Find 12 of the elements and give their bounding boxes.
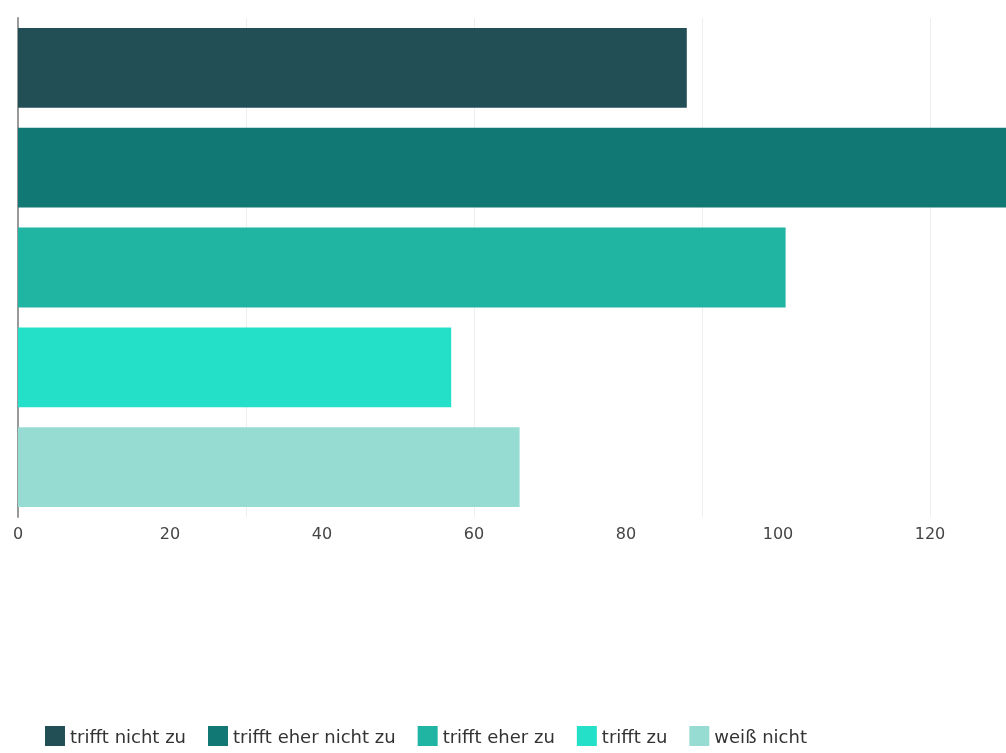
legend-label: trifft eher nicht zu xyxy=(232,725,396,747)
x-tick-label: 40 xyxy=(311,523,333,543)
x-tick-label: 20 xyxy=(159,523,181,543)
x-tick-label: 80 xyxy=(615,523,637,543)
legend-label: trifft zu xyxy=(601,725,668,747)
legend-label: trifft nicht zu xyxy=(70,725,186,747)
legend-label: weiß nicht xyxy=(714,725,807,747)
x-tick-label: 100 xyxy=(762,523,794,543)
legend-label: trifft eher zu xyxy=(442,725,555,747)
x-tick-label: 60 xyxy=(463,523,485,543)
x-tick-label: 120 xyxy=(914,523,946,543)
x-tick-label: 0 xyxy=(12,523,24,543)
